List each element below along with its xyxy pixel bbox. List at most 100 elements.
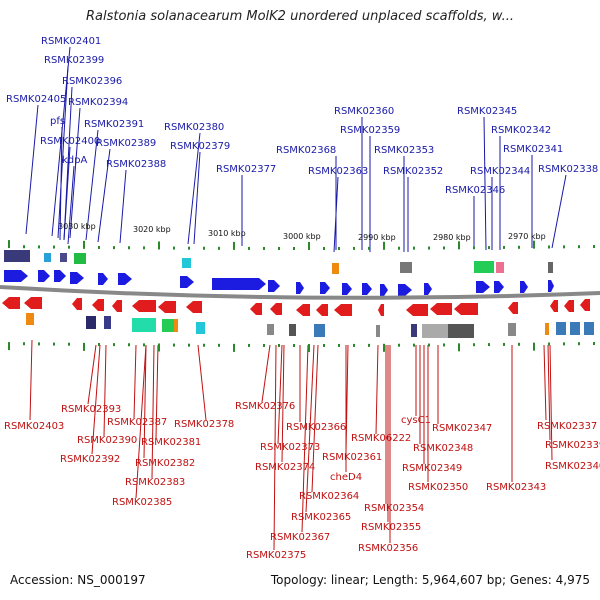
feature-box[interactable]: [376, 325, 380, 337]
gene-label[interactable]: RSMK02378: [174, 419, 234, 430]
gene-label[interactable]: RSMK02379: [170, 141, 230, 152]
forward-gene-arrow[interactable]: [380, 284, 388, 296]
gene-label[interactable]: RSMK02365: [291, 512, 351, 523]
feature-box[interactable]: [74, 253, 86, 264]
feature-box[interactable]: [267, 324, 274, 335]
reverse-gene-arrow[interactable]: [550, 300, 558, 312]
gene-label[interactable]: RSMK02339: [545, 440, 600, 451]
feature-box[interactable]: [174, 319, 178, 332]
gene-label[interactable]: kdpA: [62, 155, 87, 166]
feature-box[interactable]: [332, 263, 339, 274]
gene-label[interactable]: RSMK02394: [68, 97, 128, 108]
gene-label[interactable]: RSMK02376: [235, 401, 295, 412]
reverse-gene-arrow[interactable]: [270, 303, 282, 315]
gene-label[interactable]: RSMK02373: [260, 442, 320, 453]
forward-gene-arrow[interactable]: [118, 273, 132, 285]
feature-box[interactable]: [548, 262, 553, 273]
gene-label[interactable]: RSMK02385: [112, 497, 172, 508]
forward-gene-arrow[interactable]: [54, 270, 66, 282]
gene-label[interactable]: RSMK02374: [255, 462, 315, 473]
gene-label[interactable]: RSMK02346: [445, 185, 505, 196]
forward-gene-arrow[interactable]: [180, 276, 194, 288]
feature-box[interactable]: [182, 258, 191, 268]
gene-label[interactable]: RSMK02338: [538, 164, 598, 175]
reverse-gene-arrow[interactable]: [430, 303, 452, 315]
forward-gene-arrow[interactable]: [494, 281, 504, 293]
gene-label[interactable]: RSMK02359: [340, 125, 400, 136]
gene-label[interactable]: cheD4: [330, 472, 362, 483]
gene-label[interactable]: RSMK02377: [216, 164, 276, 175]
gene-label[interactable]: RSMK02393: [61, 404, 121, 415]
gene-label[interactable]: RSMK02368: [276, 145, 336, 156]
gene-label[interactable]: RSMK02356: [358, 543, 418, 554]
feature-box[interactable]: [584, 322, 594, 335]
gene-label[interactable]: RSMK02367: [270, 532, 330, 543]
reverse-gene-arrow[interactable]: [158, 301, 176, 313]
gene-label[interactable]: RSMK02396: [62, 76, 122, 87]
feature-box[interactable]: [556, 322, 566, 335]
feature-box[interactable]: [400, 262, 412, 273]
gene-label[interactable]: RSMK02387: [107, 417, 167, 428]
gene-label[interactable]: RSMK02383: [125, 477, 185, 488]
reverse-gene-arrow[interactable]: [72, 298, 82, 310]
reverse-gene-arrow[interactable]: [508, 302, 518, 314]
gene-label[interactable]: RSMK02400: [40, 136, 100, 147]
feature-box[interactable]: [570, 322, 580, 335]
reverse-gene-arrow[interactable]: [378, 304, 384, 316]
gene-label[interactable]: RSMK02382: [135, 458, 195, 469]
gene-label[interactable]: RSMK02392: [60, 454, 120, 465]
gene-label[interactable]: RSMK02344: [470, 166, 530, 177]
forward-gene-arrow[interactable]: [520, 281, 528, 293]
reverse-gene-arrow[interactable]: [132, 300, 156, 312]
forward-gene-arrow[interactable]: [424, 283, 432, 295]
reverse-gene-arrow[interactable]: [2, 297, 20, 309]
feature-box[interactable]: [314, 324, 325, 337]
gene-label[interactable]: RSMK02364: [299, 491, 359, 502]
gene-label[interactable]: RSMK02354: [364, 503, 424, 514]
feature-box[interactable]: [26, 313, 34, 325]
gene-label[interactable]: RSMK02337: [537, 421, 597, 432]
forward-gene-arrow[interactable]: [296, 282, 304, 294]
feature-box[interactable]: [289, 324, 296, 336]
feature-box[interactable]: [545, 323, 549, 335]
forward-gene-arrow[interactable]: [98, 273, 108, 285]
gene-label[interactable]: RSMK06222: [351, 433, 411, 444]
gene-label[interactable]: RSMK02341: [503, 144, 563, 155]
gene-label[interactable]: RSMK02390: [77, 435, 137, 446]
gene-label[interactable]: RSMK02348: [413, 443, 473, 454]
reverse-gene-arrow[interactable]: [564, 300, 574, 312]
feature-box[interactable]: [44, 253, 51, 262]
gene-label[interactable]: RSMK02366: [286, 422, 346, 433]
feature-box[interactable]: [86, 316, 96, 329]
reverse-gene-arrow[interactable]: [250, 303, 262, 315]
forward-gene-arrow[interactable]: [70, 272, 84, 284]
feature-box[interactable]: [496, 262, 504, 273]
forward-gene-arrow[interactable]: [362, 283, 372, 295]
reverse-gene-arrow[interactable]: [406, 304, 428, 316]
reverse-gene-arrow[interactable]: [296, 304, 310, 316]
gene-label[interactable]: RSMK02405: [6, 94, 66, 105]
gene-label[interactable]: RSMK02403: [4, 421, 64, 432]
forward-gene-arrow[interactable]: [4, 270, 28, 282]
feature-box[interactable]: [132, 318, 156, 332]
reverse-gene-arrow[interactable]: [92, 299, 104, 311]
gene-label[interactable]: RSMK02363: [308, 166, 368, 177]
gene-label[interactable]: cysC1: [401, 415, 431, 426]
gene-label[interactable]: RSMK02345: [457, 106, 517, 117]
gene-label[interactable]: RSMK02343: [486, 482, 546, 493]
gene-label[interactable]: RSMK02342: [491, 125, 551, 136]
forward-gene-arrow[interactable]: [398, 284, 412, 296]
feature-box[interactable]: [60, 253, 67, 262]
feature-box[interactable]: [508, 323, 516, 336]
gene-label[interactable]: RSMK02375: [246, 550, 306, 561]
gene-label[interactable]: RSMK02388: [106, 159, 166, 170]
forward-gene-arrow[interactable]: [476, 281, 490, 293]
feature-box[interactable]: [162, 319, 174, 332]
gene-label[interactable]: RSMK02350: [408, 482, 468, 493]
forward-gene-arrow[interactable]: [268, 280, 280, 292]
gene-label[interactable]: RSMK02347: [432, 423, 492, 434]
gene-label[interactable]: RSMK02380: [164, 122, 224, 133]
forward-gene-arrow[interactable]: [320, 282, 330, 294]
feature-box[interactable]: [4, 250, 30, 262]
gene-label[interactable]: RSMK02381: [141, 437, 201, 448]
